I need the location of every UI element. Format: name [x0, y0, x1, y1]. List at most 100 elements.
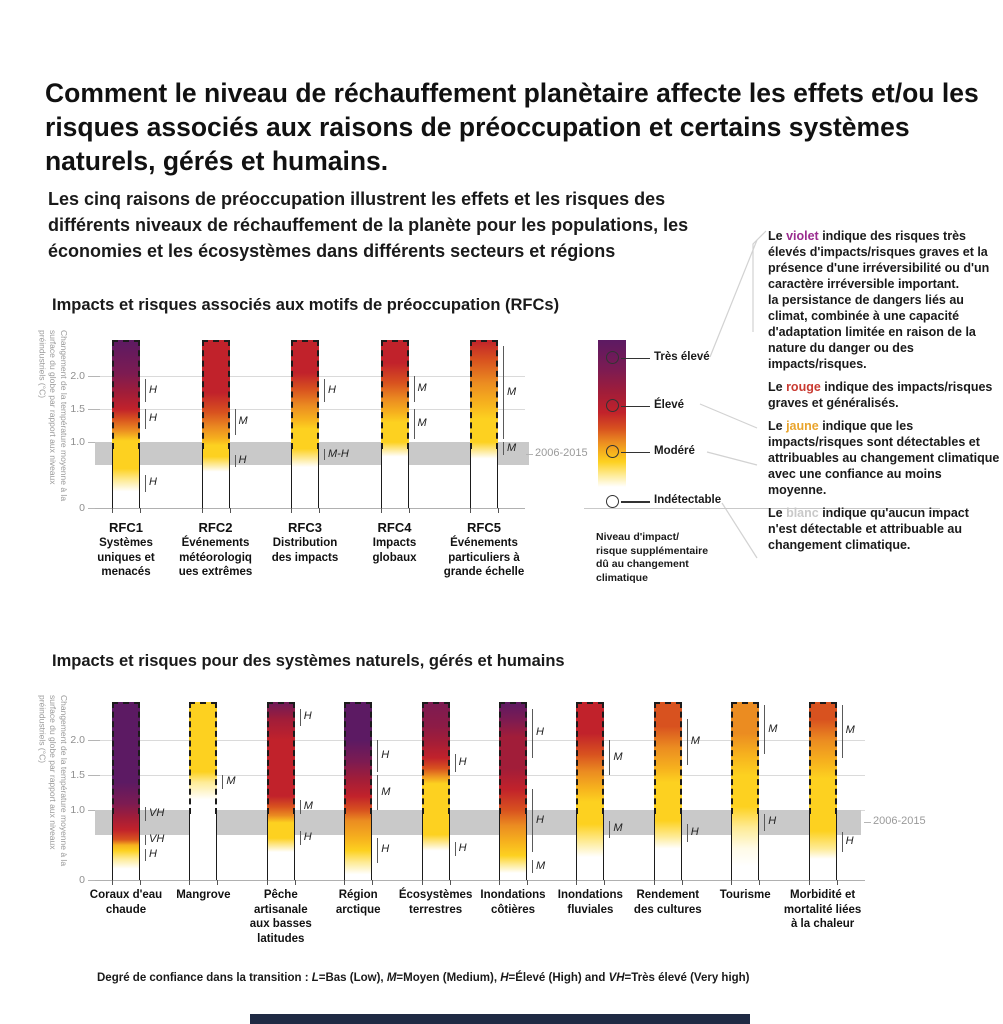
bar-solid-outline: [201, 448, 230, 508]
baseline-tick: [604, 880, 606, 885]
axis-tick-label: 0: [79, 874, 85, 886]
confidence-label: H: [149, 383, 157, 396]
confidence-transition-line: [841, 705, 843, 758]
ember-bar: [470, 339, 498, 508]
confidence-transition-line: [222, 775, 224, 789]
bar-label: Pêche artisanale aux basses latitudes: [233, 888, 329, 946]
confidence-label: H: [536, 726, 544, 738]
bar-label: Écosystèmes terrestres: [388, 888, 484, 917]
bar-dashed-outline: [189, 701, 218, 814]
bar-sublabel: Inondations côtières: [480, 889, 546, 916]
confidence-transition-line: [609, 820, 611, 838]
footnote-text: Degré de confiance dans la transition :: [97, 972, 312, 984]
confidence-label: M: [768, 722, 778, 735]
confidence-transition-line: [532, 708, 533, 758]
confidence-label: M: [381, 785, 391, 798]
ember-bar: [576, 701, 605, 880]
bar-dashed-outline: [380, 339, 409, 449]
footer-bar: [250, 1014, 750, 1024]
confidence-label: M: [536, 859, 546, 872]
confidence-transition-line: [764, 813, 766, 831]
bar-label: Morbidité et mortalité liées à la chaleu…: [775, 888, 871, 932]
confidence-label: M-H: [328, 447, 349, 460]
legend-note-text: indique qu'aucun impact n'est détectable…: [768, 506, 969, 552]
ember-bar: [344, 701, 373, 880]
axis-tick-label: 0: [79, 502, 85, 514]
legend-note-text: Le: [768, 229, 787, 243]
baseline-tick: [217, 880, 219, 885]
bar-solid-outline: [653, 813, 682, 880]
confidence-label: H: [149, 476, 157, 489]
legend-note-text: indique des risques très élevés d'impact…: [768, 229, 990, 371]
confidence-transition-line: [377, 740, 379, 772]
bar-sublabel: Inondations fluviales: [557, 889, 623, 916]
legend-note: Le blanc indique qu'aucun impact n'est d…: [768, 505, 1001, 553]
bar-dashed-outline: [112, 339, 140, 449]
baseline-tick: [408, 508, 410, 513]
confidence-transition-line: [532, 789, 533, 852]
confidence-label: M: [613, 750, 623, 763]
bar-dashed-outline: [266, 701, 295, 814]
legend-note: Le rouge indique des impacts/risques gra…: [768, 379, 1001, 411]
bar-solid-outline: [731, 813, 760, 880]
risk-scale-caption: Niveau d'impact/ risque supplémentaire d…: [596, 531, 709, 584]
confidence-transition-line: [299, 708, 301, 726]
ember-bar: [291, 339, 319, 508]
baseline-tick: [653, 880, 655, 885]
bar-dashed-outline: [499, 701, 527, 814]
legend-note-color-term: jaune: [786, 419, 819, 433]
confidence-transition-line: [377, 775, 379, 810]
bar-dashed-outline: [344, 701, 373, 814]
bar-sublabel: Pêche artisanale aux basses latitudes: [249, 889, 312, 945]
axis-tick-label: 1.5: [70, 769, 85, 781]
confidence-transition-line: [454, 841, 456, 856]
bar-solid-outline: [189, 813, 218, 880]
bar-label: Coraux d'eau chaude: [78, 888, 174, 917]
confidence-transition-line: [324, 379, 325, 403]
footnote-text: =Moyen (Medium),: [396, 972, 501, 984]
confidence-transition-line: [503, 442, 504, 456]
axis-tick: [88, 810, 100, 811]
x-axis-line: [95, 880, 865, 881]
axis-tick-label: 1.0: [70, 436, 85, 448]
bar-dashed-outline: [291, 339, 319, 449]
color-legend-notes: Le violet indique des risques très élevé…: [768, 228, 1001, 560]
y-axis-label: Changement de la température moyenne à l…: [37, 330, 69, 502]
baseline-tick: [189, 880, 191, 885]
bar-label: RFC2 Événements météorologiq ues extrêmes: [168, 520, 264, 580]
band-dash: [526, 453, 533, 455]
confidence-transition-line: [324, 448, 325, 461]
ember-bar: [380, 339, 409, 508]
bar-solid-outline: [112, 813, 140, 880]
bar-label: RFC3 Distribution des impacts: [257, 520, 353, 565]
footnote-text: =Élevé (High) and: [508, 972, 609, 984]
bar-label: RFC5 Événements particuliers à grande éch…: [436, 520, 532, 580]
bar-label: Région arctique: [310, 888, 406, 917]
legend-note-text: Le: [768, 419, 787, 433]
bar-dashed-outline: [808, 701, 837, 814]
bar-solid-outline: [470, 448, 498, 508]
grid-line: [95, 775, 865, 776]
confidence-label: H: [328, 383, 336, 396]
axis-tick-label: 1.0: [70, 804, 85, 816]
baseline-tick: [731, 880, 733, 885]
baseline-tick: [319, 508, 320, 513]
baseline-tick: [576, 880, 578, 885]
baseline-tick: [380, 508, 382, 513]
confidence-transition-line: [686, 719, 688, 765]
confidence-label: H: [381, 748, 390, 761]
bar-label: Tourisme: [697, 888, 793, 903]
confidence-transition-line: [145, 475, 146, 492]
legend-note-color-term: blanc: [786, 506, 819, 520]
baseline-tick: [201, 508, 203, 513]
ember-bar: [112, 701, 140, 880]
bar-solid-outline: [344, 813, 373, 880]
bar-solid-outline: [291, 448, 319, 508]
grid-line: [95, 740, 865, 741]
bar-sublabel: Écosystèmes terrestres: [398, 889, 473, 916]
confidence-transition-line: [299, 799, 301, 814]
confidence-label: VH: [149, 806, 165, 819]
bar-label: RFC1 Systèmes uniques et menacés: [78, 520, 174, 580]
legend-note-color-term: rouge: [786, 380, 821, 394]
axis-tick-label: 1.5: [70, 403, 85, 415]
